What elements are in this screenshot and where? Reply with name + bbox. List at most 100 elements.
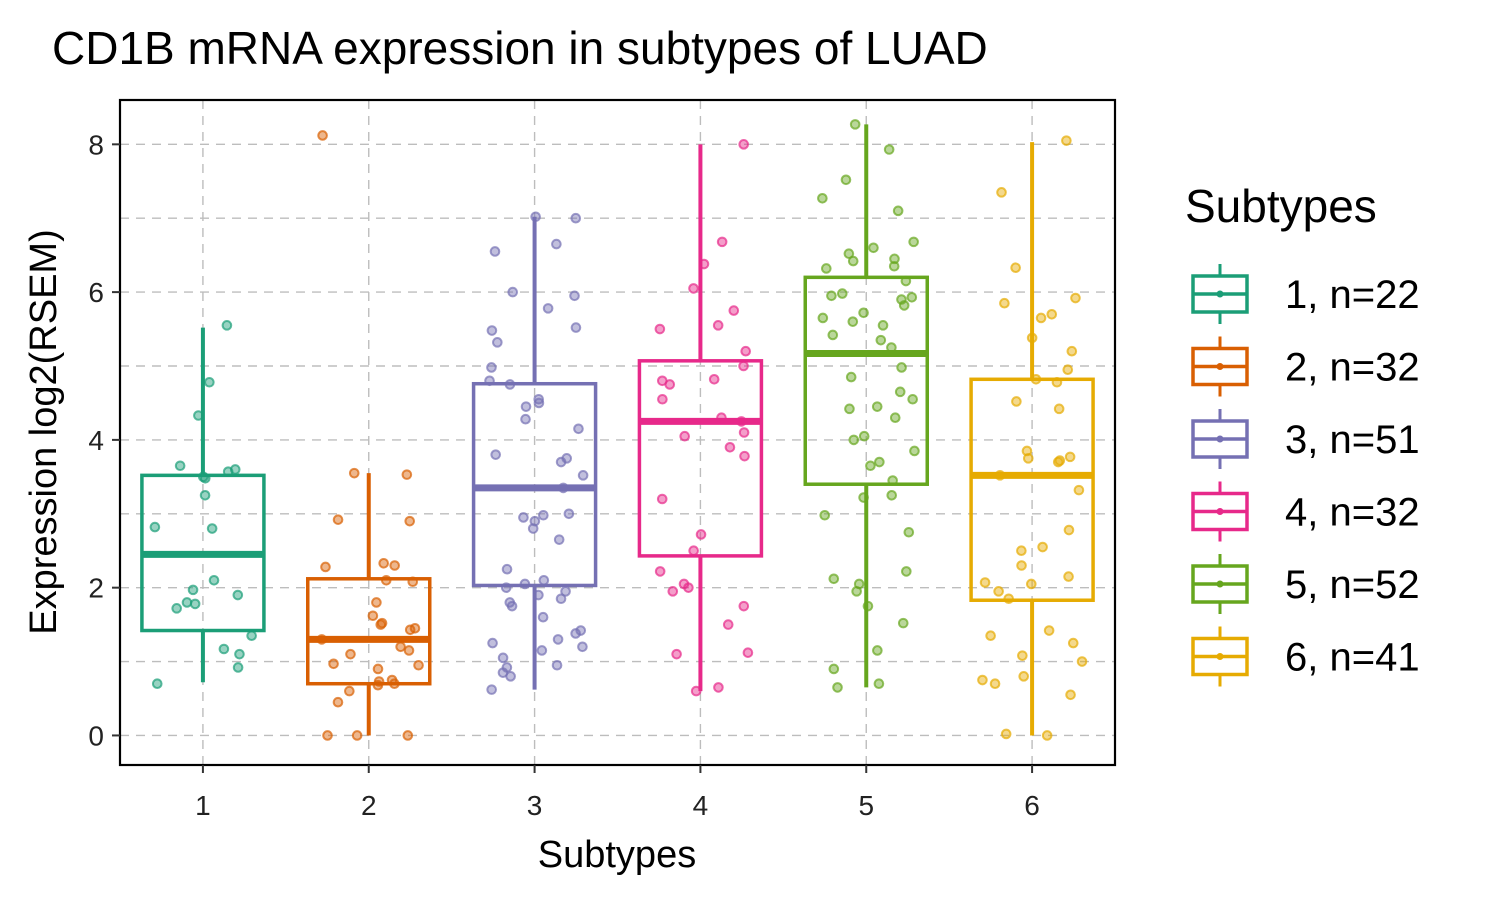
data-point	[232, 662, 244, 673]
data-point	[332, 696, 344, 708]
data-point	[667, 586, 679, 597]
x-tick-label: 5	[858, 790, 874, 821]
data-point	[222, 466, 234, 477]
data-point	[563, 508, 575, 520]
data-point	[1022, 453, 1034, 464]
data-point	[900, 275, 912, 287]
data-point	[908, 236, 919, 248]
data-point	[889, 412, 901, 424]
legend-key-point	[1216, 508, 1224, 515]
data-point	[1011, 396, 1022, 407]
data-point	[1062, 364, 1074, 375]
data-point	[1000, 728, 1012, 740]
data-point	[344, 685, 355, 697]
data-point	[872, 645, 883, 656]
data-point	[1016, 560, 1027, 571]
data-point	[218, 643, 230, 655]
data-point	[907, 393, 918, 405]
data-point	[1016, 545, 1027, 557]
data-point	[389, 560, 400, 571]
data-point	[1061, 135, 1072, 146]
data-point	[560, 586, 571, 597]
data-point	[232, 589, 244, 601]
data-point	[724, 441, 736, 453]
legend-label: 4, n=32	[1285, 491, 1420, 535]
data-point	[371, 597, 382, 608]
data-point	[828, 663, 840, 675]
data-point	[671, 648, 682, 660]
data-point	[316, 634, 328, 645]
data-point	[551, 659, 563, 671]
y-tick-label: 0	[88, 720, 104, 751]
legend: Subtypes 1, n=22 2, n=32 3, n=51 4, n=32 5, …	[1185, 180, 1420, 687]
data-point	[151, 678, 163, 690]
data-point	[993, 586, 1004, 597]
legend-label: 6, n=41	[1285, 636, 1420, 680]
data-point	[536, 645, 548, 656]
data-point	[395, 641, 406, 653]
data-point	[372, 679, 384, 691]
data-point	[874, 456, 885, 468]
y-tick-label: 6	[88, 277, 104, 308]
data-point	[553, 534, 565, 545]
chart-title: CD1B mRNA expression in subtypes of LUAD	[52, 22, 988, 74]
data-point	[713, 682, 724, 693]
data-point	[739, 450, 750, 462]
grid	[120, 100, 1115, 765]
data-points	[149, 119, 1088, 741]
legend-item-6: 6, n=41	[1191, 626, 1420, 687]
data-point	[551, 238, 562, 250]
data-point	[372, 663, 384, 675]
data-point	[533, 589, 544, 601]
data-point	[402, 730, 414, 741]
data-point	[858, 492, 869, 503]
data-point	[832, 682, 843, 693]
legend-items: 1, n=22 2, n=32 3, n=51 4, n=32 5, n=52 6, n=…	[1191, 264, 1420, 687]
data-point	[199, 490, 211, 501]
data-point	[489, 246, 501, 257]
data-point	[1035, 312, 1047, 324]
data-point	[1037, 541, 1048, 553]
data-point	[486, 684, 497, 695]
data-point	[847, 316, 859, 327]
data-point	[1052, 456, 1064, 468]
y-axis-title: Expression log2(RSEM)	[23, 229, 65, 634]
data-point	[728, 305, 740, 316]
data-point	[413, 659, 424, 671]
y-axis: 0 2 4 6 8	[88, 129, 120, 751]
legend-title: Subtypes	[1185, 180, 1377, 232]
data-point	[903, 526, 915, 538]
data-point	[403, 645, 415, 656]
data-point	[351, 730, 363, 741]
box-iqr	[306, 577, 432, 686]
points-subtype-2	[316, 130, 424, 741]
data-point	[889, 253, 900, 265]
data-point	[888, 260, 900, 272]
points-subtype-3	[484, 211, 589, 695]
data-point	[577, 641, 588, 653]
data-point	[722, 619, 734, 630]
data-point	[843, 248, 855, 259]
legend-item-4: 4, n=32	[1191, 481, 1420, 542]
data-point	[906, 291, 918, 303]
data-point	[389, 678, 400, 690]
data-point	[736, 416, 747, 427]
legend-item-1: 1, n=22	[1191, 264, 1420, 324]
data-point	[817, 312, 829, 324]
data-point	[407, 576, 419, 588]
data-point	[1066, 345, 1078, 357]
data-point	[740, 345, 752, 357]
data-point	[1063, 524, 1075, 536]
data-point	[858, 430, 870, 442]
data-point	[875, 334, 887, 346]
data-point	[827, 329, 839, 341]
data-point	[490, 449, 502, 460]
data-point	[654, 566, 666, 577]
data-point	[221, 320, 233, 331]
data-point	[187, 584, 199, 596]
data-point	[181, 597, 193, 608]
y-tick-label: 4	[88, 425, 104, 456]
data-point	[1053, 403, 1065, 415]
